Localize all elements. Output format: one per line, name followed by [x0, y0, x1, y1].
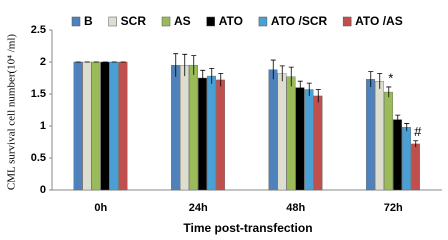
error-bar — [386, 86, 392, 98]
y-tick-label: 1 — [40, 120, 46, 132]
error-bar — [395, 114, 401, 125]
bar — [375, 80, 384, 191]
bar — [313, 95, 323, 191]
error-bar — [209, 68, 215, 84]
bar — [277, 73, 287, 191]
bar — [109, 61, 119, 191]
bar — [73, 61, 83, 191]
legend-label: ATO — [219, 14, 243, 28]
legend-label: ATO /AS — [355, 14, 403, 28]
error-bar — [306, 82, 312, 96]
bar — [189, 64, 198, 191]
bar — [82, 61, 92, 191]
bar — [118, 61, 128, 191]
y-axis-title: CML survival cell number(10⁴ /ml) — [6, 34, 18, 191]
error-bar — [368, 71, 374, 87]
y-tick-label: 0.5 — [31, 152, 46, 164]
error-bar — [173, 53, 179, 77]
bar — [91, 61, 101, 191]
error-bar — [315, 89, 321, 103]
bar — [100, 61, 110, 191]
bar — [366, 79, 375, 191]
error-bar — [270, 59, 276, 80]
error-bar — [297, 80, 303, 94]
error-bar — [182, 53, 188, 77]
error-bar — [191, 55, 197, 75]
x-tick-label: 24h — [189, 202, 208, 214]
bar — [216, 79, 225, 191]
y-tick-label: 2 — [40, 56, 46, 68]
legend-swatch — [206, 16, 215, 27]
legend-label: B — [84, 14, 93, 28]
annotation: * — [388, 70, 393, 85]
bar — [411, 143, 420, 191]
bar — [402, 127, 411, 191]
legend-label: AS — [174, 14, 191, 28]
bar — [304, 89, 314, 191]
error-bar — [413, 140, 419, 148]
bar — [384, 91, 393, 191]
y-tick-label: 0 — [40, 184, 46, 196]
legend-swatch — [258, 16, 268, 27]
y-tick-label: 2.5 — [31, 24, 46, 36]
error-bar — [288, 66, 294, 87]
bar — [393, 119, 402, 191]
x-tick-label: 0h — [94, 202, 107, 214]
y-tick-label: 1.5 — [31, 88, 46, 100]
legend-swatch — [161, 16, 171, 27]
legend-swatch — [71, 16, 81, 27]
x-tick-label: 48h — [286, 202, 305, 214]
bar — [286, 76, 296, 191]
bar — [295, 87, 305, 191]
error-bar — [200, 69, 206, 86]
error-bar — [377, 73, 383, 89]
error-bar — [279, 65, 285, 82]
bar — [198, 77, 207, 191]
bar — [268, 69, 278, 191]
legend-swatch — [342, 16, 352, 27]
bar — [180, 64, 189, 191]
x-axis-title: Time post-transfection — [183, 221, 312, 235]
legend-label: ATO /SCR — [271, 14, 328, 28]
bar — [207, 75, 216, 191]
error-bar — [218, 73, 224, 87]
legend-label: SCR — [121, 14, 147, 28]
x-tick-label: 72h — [384, 202, 403, 214]
legend-swatch — [108, 16, 117, 27]
bar — [171, 64, 180, 191]
annotation: # — [414, 124, 422, 139]
error-bar — [404, 123, 410, 132]
